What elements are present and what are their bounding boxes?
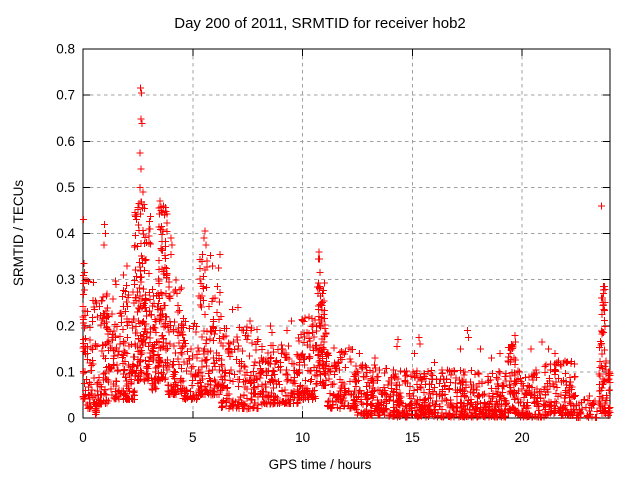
y-tick-label: 0.4 xyxy=(56,226,75,241)
y-tick-label: 0.1 xyxy=(56,364,75,379)
y-axis-label: SRMTID / TECUs xyxy=(11,179,26,287)
y-tick-label: 0.3 xyxy=(56,272,75,287)
x-axis-label: GPS time / hours xyxy=(268,457,372,472)
x-tick-label: 10 xyxy=(295,430,310,445)
y-tick-label: 0.6 xyxy=(56,134,75,149)
x-tick-label: 5 xyxy=(189,430,197,445)
y-tick-label: 0.8 xyxy=(56,42,75,57)
x-tick-label: 20 xyxy=(515,430,530,445)
y-tick-label: 0 xyxy=(67,411,75,426)
grid-lines xyxy=(83,49,610,418)
y-tick-label: 0.2 xyxy=(56,318,75,333)
x-tick-label: 15 xyxy=(405,430,420,445)
scatter-points xyxy=(79,84,614,421)
y-tick-label: 0.5 xyxy=(56,180,75,195)
y-tick-label: 0.7 xyxy=(56,88,75,103)
chart-title: Day 200 of 2011, SRMTID for receiver hob… xyxy=(174,15,466,32)
x-tick-label: 0 xyxy=(79,430,87,445)
tick-labels: 0 5 10 15 20 0 0.1 0.2 0.3 0.4 0.5 0.6 0.7 0.8 xyxy=(56,42,529,446)
